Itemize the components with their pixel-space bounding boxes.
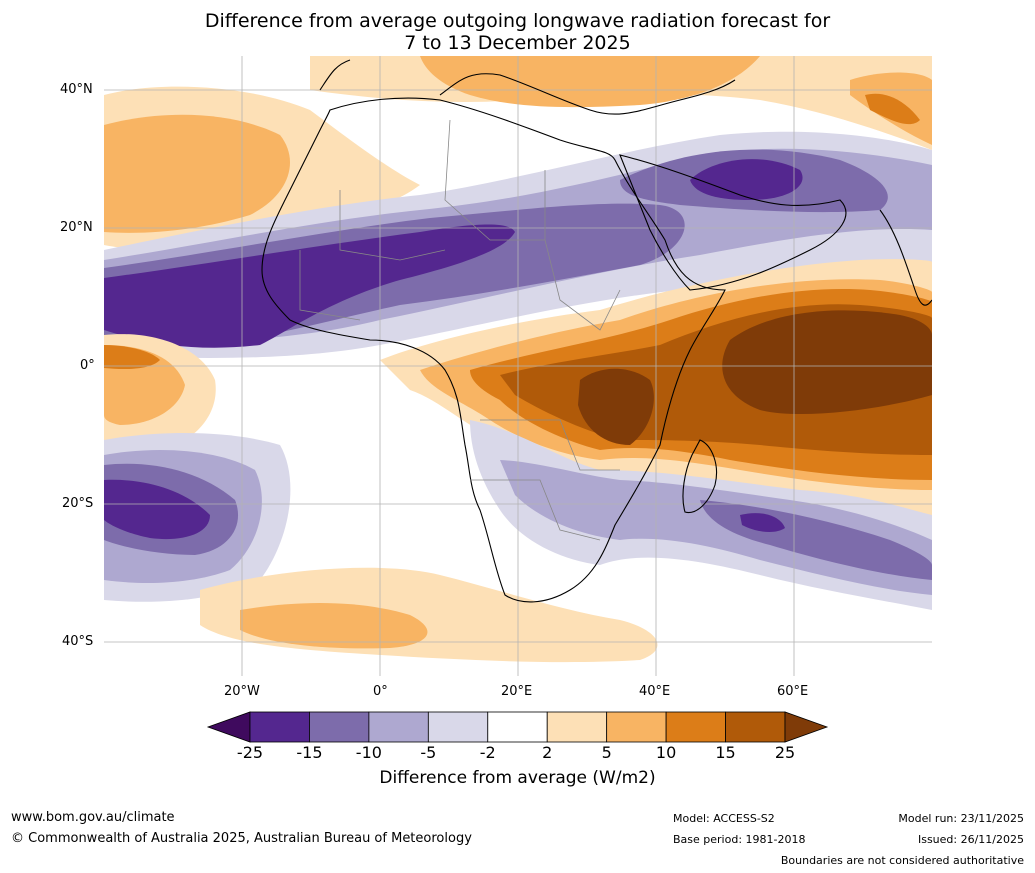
footer-issued: Issued: 26/11/2025 (917, 833, 1024, 846)
colorbar-tick-label: -2 (479, 743, 496, 762)
anomaly-south-indian-light (500, 460, 932, 595)
colorbar-segment (309, 711, 370, 743)
footer-model: Model: ACCESS-S2 (673, 812, 775, 825)
lat-label-40n: 40°N (60, 82, 93, 97)
border-5 (470, 479, 601, 541)
anomaly-sahara-strong (104, 224, 515, 348)
coast-europe (319, 59, 736, 115)
lat-label-40s: 40°S (62, 634, 94, 649)
lat-label-0: 0° (80, 358, 95, 373)
coast-africa (261, 97, 726, 603)
colorbar-tick-label: 10 (655, 743, 677, 762)
colorbar-segment (546, 711, 608, 743)
anomaly-arabia-strong (690, 159, 803, 200)
colorbar-segment (249, 711, 310, 743)
coast-arabia (619, 154, 847, 291)
colorbar-tick-label: -25 (236, 743, 264, 762)
title-line-1: Difference from average outgoing longwav… (204, 10, 831, 32)
colorbar-segment (725, 711, 786, 743)
footer-base-period: Base period: 1981-2018 (673, 833, 806, 846)
footer-copyright: © Commonwealth of Australia 2025, Austra… (11, 831, 472, 846)
colorbar-segment (368, 711, 429, 743)
coast-madagascar (682, 439, 718, 514)
lon-label-60e: 60°E (777, 684, 809, 699)
footer-disclaimer: Boundaries are not considered authoritat… (780, 854, 1024, 867)
title-line-2: 7 to 13 December 2025 (404, 32, 631, 54)
anomaly-east-atlantic-core (104, 345, 160, 370)
coastlines (261, 59, 932, 603)
anomaly-south-atlantic-strong (104, 479, 210, 540)
footer-model-run: Model run: 23/11/2025 (898, 812, 1024, 825)
anomaly-north-atlantic (104, 114, 290, 233)
border-6 (299, 250, 361, 321)
colorbar-tick-label: -10 (355, 743, 382, 762)
lon-label-20w: 20°W (224, 684, 260, 699)
colorbar-segment (665, 711, 726, 743)
colorbar-tick-label: 2 (542, 743, 553, 762)
lon-label-40e: 40°E (639, 684, 671, 699)
colorbar-segment (606, 711, 667, 743)
anomaly-madagascar-strong (740, 513, 785, 532)
border-1 (444, 119, 546, 241)
graticule (104, 56, 932, 676)
anomaly-caspian-core (865, 93, 920, 125)
colorbar-tick-label: -15 (296, 743, 323, 762)
coast-india (879, 209, 932, 306)
colorbar-tick-label: 5 (601, 743, 612, 762)
chart-title: Difference from average outgoing longwav… (0, 10, 1035, 54)
country-borders (299, 119, 621, 541)
colorbar-tick-label: -5 (420, 743, 437, 762)
colorbar-extend-high (784, 711, 829, 743)
colorbar-segments (206, 711, 829, 743)
colorbar-tick-label: 25 (774, 743, 796, 762)
colorbar-title: Difference from average (W/m2) (379, 768, 656, 788)
lon-label-20e: 20°E (501, 684, 533, 699)
anomaly-southern-ocean (240, 603, 428, 649)
lon-label-0: 0° (373, 684, 388, 699)
footer-url[interactable]: www.bom.gov.au/climate (11, 810, 175, 825)
anomaly-europe (420, 56, 760, 108)
colorbar-extend-low (206, 711, 251, 743)
lat-label-20n: 20°N (60, 220, 93, 235)
border-2 (339, 190, 446, 261)
colorbar-tick-label: 15 (715, 743, 736, 762)
border-4 (480, 419, 620, 471)
colorbar-segment (427, 711, 489, 743)
border-3 (544, 239, 621, 331)
anomaly-east-africa-core (578, 368, 654, 445)
anomaly-indian-ocean-core (722, 310, 932, 415)
colorbar-segment (487, 711, 548, 743)
anomaly-map (104, 56, 932, 676)
lat-label-20s: 20°S (62, 496, 94, 511)
